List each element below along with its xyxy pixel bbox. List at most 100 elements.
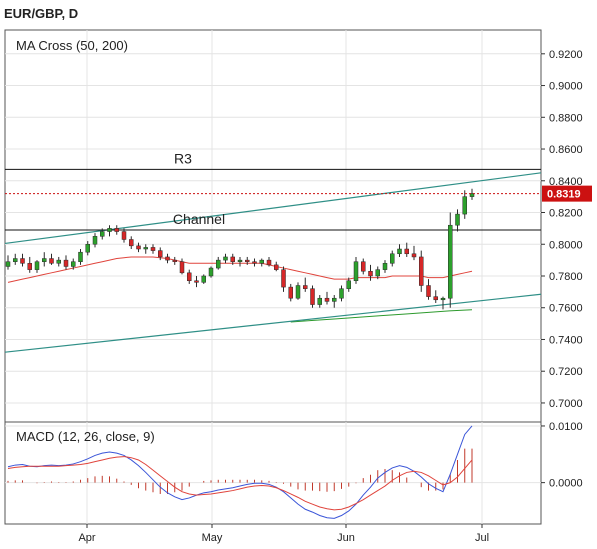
candle <box>129 236 134 250</box>
candle <box>216 256 221 270</box>
candle-body <box>237 259 243 262</box>
candle-body <box>56 259 61 264</box>
candle <box>411 245 417 261</box>
macd-lines <box>7 425 473 519</box>
candle <box>63 255 69 270</box>
candle <box>426 279 431 300</box>
candle <box>462 190 467 219</box>
candle <box>324 291 330 305</box>
candle-body <box>455 213 460 226</box>
candle <box>107 225 112 237</box>
upper-channel-line <box>4 172 542 245</box>
level-label-r3: R3 <box>174 150 192 166</box>
candle-body <box>107 228 112 232</box>
candle-body <box>426 285 431 297</box>
candle-body <box>27 263 32 270</box>
candle <box>469 188 475 200</box>
candle-body <box>114 228 119 232</box>
last-price-marker: 0.8319 <box>5 185 592 202</box>
candle <box>201 274 206 284</box>
candle-body <box>390 253 395 264</box>
candle-body <box>216 259 221 269</box>
candle-body <box>63 259 69 267</box>
price-tick-label: 0.7200 <box>549 366 583 378</box>
x-tick-label: Apr <box>78 532 95 544</box>
x-axis: Apr May Jun Jul <box>78 524 489 544</box>
candle <box>274 261 279 272</box>
candle-body <box>13 258 18 262</box>
candle-body <box>5 261 11 267</box>
candle-body <box>42 258 47 262</box>
candle-body <box>252 261 257 264</box>
candle-body <box>368 270 373 277</box>
candle-body <box>332 297 337 302</box>
price-tick-label: 0.8400 <box>549 176 583 188</box>
candle-body <box>303 285 308 289</box>
candle <box>252 258 257 267</box>
candle <box>317 295 322 308</box>
candle <box>404 242 409 257</box>
price-grid <box>5 30 541 422</box>
candle-body <box>34 261 40 270</box>
candle <box>346 277 351 292</box>
last-price-label: 0.8319 <box>547 189 581 201</box>
candle-body <box>411 253 417 258</box>
candle <box>433 290 438 303</box>
candle <box>230 253 235 265</box>
candle-body <box>462 196 467 215</box>
candle <box>114 225 119 235</box>
candle <box>419 250 424 292</box>
candle-body <box>346 280 351 289</box>
price-tick-label: 0.9000 <box>549 81 583 93</box>
candle-body <box>143 247 148 250</box>
candle-body <box>295 285 301 299</box>
candle-body <box>259 259 264 264</box>
candle-body <box>440 297 446 301</box>
candle-body <box>187 272 192 282</box>
candle <box>187 269 192 284</box>
price-tick-label: 0.8000 <box>549 239 583 251</box>
price-chart-title: MA Cross (50, 200) <box>16 38 128 53</box>
candle <box>13 253 18 265</box>
candle <box>390 250 395 267</box>
candle-body <box>172 259 177 262</box>
level-label-channel: Channel <box>173 211 225 227</box>
lower-channel-line <box>4 293 542 353</box>
last-price-badge <box>542 185 592 202</box>
price-tick-label: 0.7800 <box>549 271 583 283</box>
candle-body <box>339 288 344 299</box>
macd-line <box>7 425 473 519</box>
candle-body <box>20 258 25 264</box>
candle-body <box>353 261 359 282</box>
candle <box>455 209 460 232</box>
candle-body <box>375 269 380 277</box>
candle <box>158 247 163 261</box>
macd-grid <box>5 422 541 524</box>
candle-body <box>448 224 453 299</box>
candle <box>150 244 156 254</box>
price-panel: R3 Channel 0.9200 0.9000 0.8800 0.8600 0.8400… <box>4 29 592 423</box>
candle <box>49 253 54 265</box>
candle-body <box>129 239 134 247</box>
candle-body <box>404 248 409 255</box>
candle <box>194 275 199 288</box>
candle <box>368 264 373 281</box>
candle <box>34 260 40 273</box>
candle-body <box>179 261 185 274</box>
candle-body <box>78 251 83 262</box>
candle-body <box>419 256 424 286</box>
candle <box>237 256 243 267</box>
candle <box>20 253 25 267</box>
candle-body <box>223 256 228 261</box>
candle-body <box>71 261 76 267</box>
candle-body <box>266 259 272 266</box>
candle-body <box>288 286 293 299</box>
candle <box>143 244 148 254</box>
price-tick-label: 0.9200 <box>549 49 583 61</box>
candle <box>448 212 453 308</box>
candle <box>295 282 301 300</box>
candle <box>332 295 337 308</box>
candle-body <box>92 236 98 245</box>
candle-body <box>245 259 250 262</box>
